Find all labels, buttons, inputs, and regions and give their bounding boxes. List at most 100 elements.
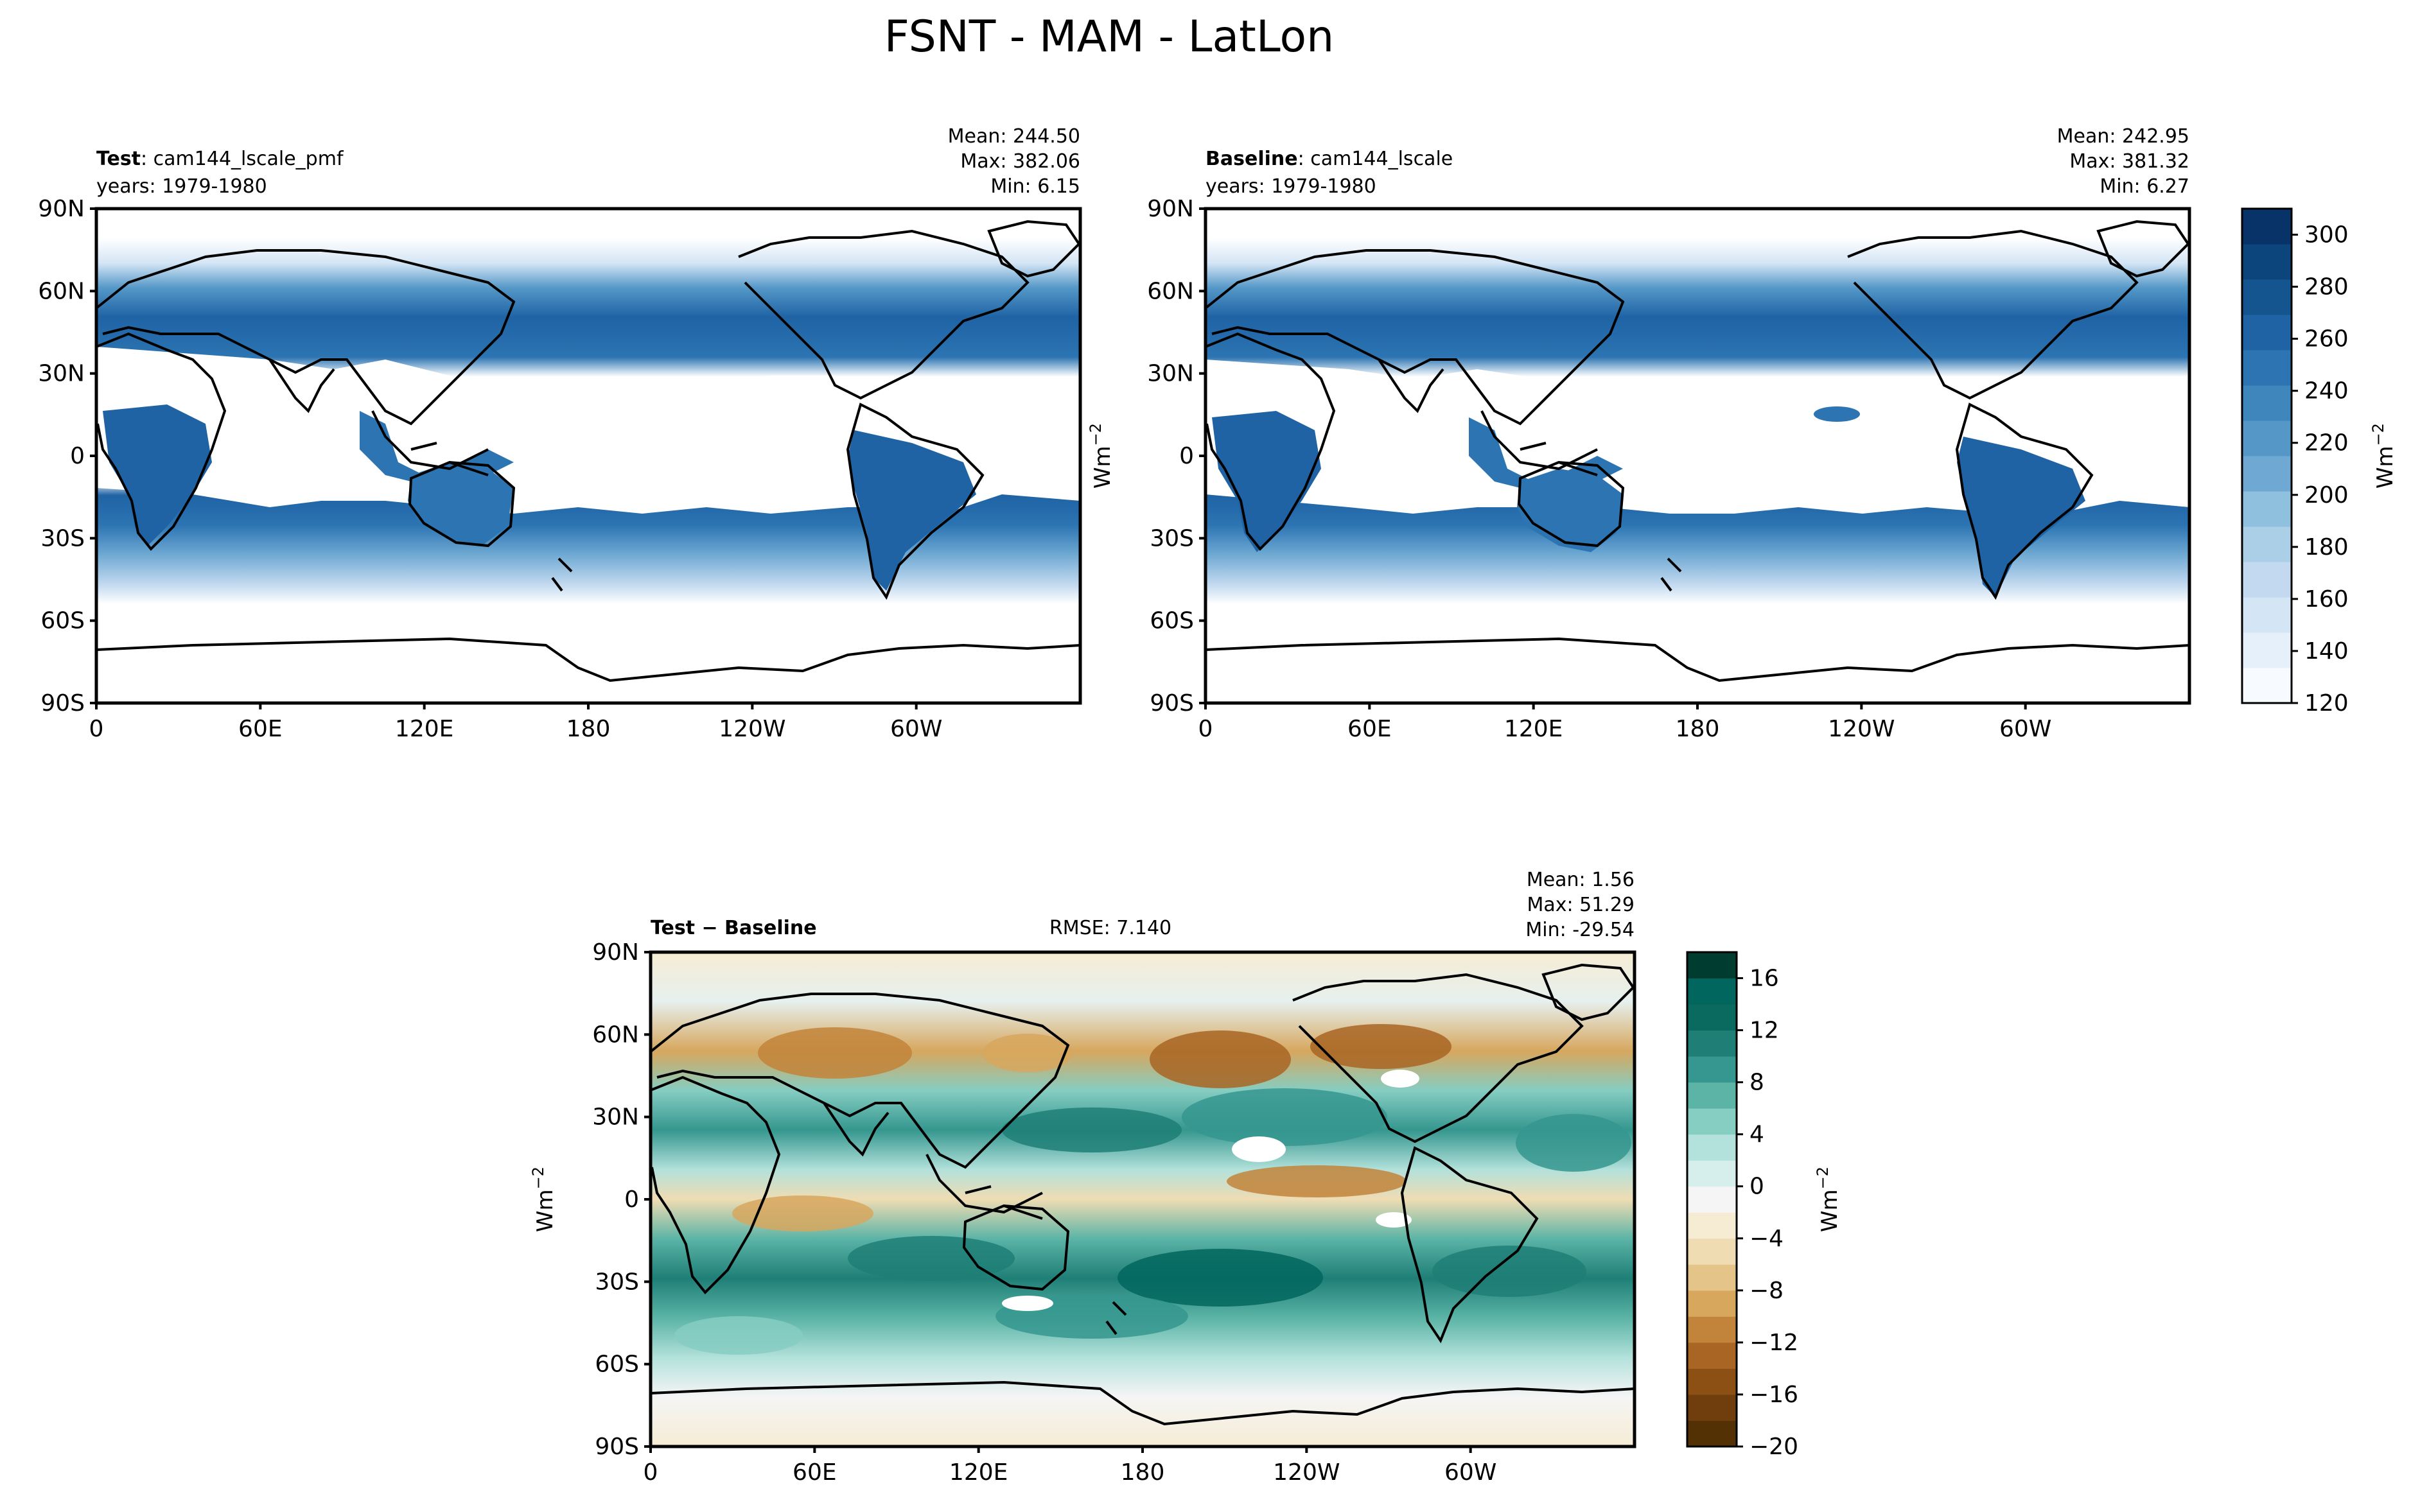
panel-test-min: Min: 6.15 bbox=[990, 175, 1080, 198]
panel-baseline-coast-australia bbox=[1517, 460, 1625, 548]
colorbar-main-tick-label-7: 160 bbox=[2304, 586, 2349, 613]
diff-blob-3 bbox=[1310, 1024, 1451, 1069]
colorbar-diff-segments bbox=[1687, 952, 1737, 1447]
colorbar-main-ticks: 300 280 260 240 220 200 180 160 140 120 bbox=[2292, 222, 2349, 717]
colorbar-diff-tick-label-7: −12 bbox=[1749, 1330, 1798, 1356]
baseline-lon-tick-label-1: 60E bbox=[1347, 716, 1392, 742]
colorbar-main: 300 280 260 240 220 200 180 160 140 120 Wm−2 bbox=[2241, 207, 2398, 717]
diff-white-3 bbox=[1002, 1296, 1053, 1311]
panel-baseline-coast-antarctica bbox=[1206, 637, 2189, 682]
panel-test-map bbox=[96, 209, 1080, 703]
diff-blob-14 bbox=[674, 1316, 803, 1355]
colorbar-diff-segment-18 bbox=[1687, 952, 1737, 979]
colorbar-main-segments bbox=[2242, 209, 2292, 704]
colorbar-diff-segment-8 bbox=[1687, 1212, 1737, 1239]
diff-blob-8 bbox=[732, 1195, 873, 1231]
side-label-top-right: Wm−2 bbox=[1087, 423, 1116, 489]
test-lat-tick-label-2: 30N bbox=[38, 361, 85, 387]
test-lat-tick-label-0: 90N bbox=[38, 196, 85, 222]
panel-baseline-land-seasia bbox=[1469, 417, 1623, 494]
colorbar-diff-tick-label-6: −8 bbox=[1749, 1278, 1784, 1304]
test-lon-tick-label-2: 120E bbox=[395, 716, 453, 742]
test-lat-tick-label-6: 90S bbox=[40, 690, 85, 717]
colorbar-diff-segment-11 bbox=[1687, 1134, 1737, 1161]
panel-diff-blobs bbox=[674, 1024, 1631, 1355]
colorbar-diff-tick-label-0: 16 bbox=[1749, 966, 1779, 992]
colorbar-diff-segment-17 bbox=[1687, 978, 1737, 1005]
panel-test-coast-eurasia bbox=[96, 249, 516, 426]
diff-blob-2 bbox=[1150, 1030, 1291, 1088]
test-lat-tick-label-1: 60N bbox=[38, 278, 85, 304]
colorbar-diff-tick-label-3: 4 bbox=[1749, 1122, 1764, 1148]
colorbar-diff-tick-label-8: −16 bbox=[1749, 1382, 1798, 1408]
panel-baseline-years: years: 1979-1980 bbox=[1206, 175, 1376, 198]
panel-baseline-mean: Mean: 242.95 bbox=[2057, 125, 2189, 148]
side-label-bottom-left: Wm−2 bbox=[529, 1167, 558, 1232]
colorbar-main-tick-label-2: 260 bbox=[2304, 326, 2349, 352]
colorbar-diff-segment-1 bbox=[1687, 1394, 1737, 1421]
colorbar-diff-segment-10 bbox=[1687, 1160, 1737, 1187]
colorbar-main-segment-9 bbox=[2242, 350, 2292, 386]
diff-blob-4 bbox=[983, 1034, 1073, 1072]
panel-baseline-coast-samerica bbox=[1955, 403, 2094, 600]
colorbar-main-segment-11 bbox=[2242, 279, 2292, 315]
diff-lat-tick-label-4: 30S bbox=[595, 1269, 639, 1295]
colorbar-diff-tick-label-4: 0 bbox=[1749, 1174, 1764, 1200]
panel-diff-coast-antarctica bbox=[651, 1380, 1635, 1426]
panel-diff-mean: Mean: 1.56 bbox=[1527, 869, 1635, 891]
colorbar-main-segment-10 bbox=[2242, 315, 2292, 351]
panel-test-land-samerica bbox=[848, 430, 976, 591]
colorbar-main-tick-label-5: 200 bbox=[2304, 482, 2349, 508]
panel-test-coast-australia bbox=[408, 460, 516, 548]
test-lon-tick-label-4: 120W bbox=[719, 716, 785, 742]
colorbar-diff-label-sup: −2 bbox=[1814, 1167, 1832, 1189]
colorbar-main-tick-label-6: 180 bbox=[2304, 534, 2349, 560]
colorbar-diff-segment-15 bbox=[1687, 1030, 1737, 1057]
panel-test-coast-namerica bbox=[738, 229, 1030, 400]
baseline-lon-tick-label-4: 120W bbox=[1828, 716, 1895, 742]
colorbar-main-tick-label-1: 280 bbox=[2304, 274, 2349, 300]
colorbar-diff: 16 12 8 4 0 −4 −8 −12 −16 −20 Wm−2 bbox=[1686, 951, 1843, 1460]
colorbar-main-segment-8 bbox=[2242, 385, 2292, 421]
colorbar-diff-ticks: 16 12 8 4 0 −4 −8 −12 −16 −20 bbox=[1737, 966, 1798, 1460]
diff-lon-tick-label-0: 0 bbox=[644, 1459, 658, 1486]
colorbar-main-label-base: Wm bbox=[2372, 446, 2398, 489]
colorbar-diff-tick-label-9: −20 bbox=[1749, 1434, 1798, 1460]
colorbar-diff-label-base: Wm bbox=[1817, 1189, 1843, 1232]
colorbar-diff-segment-6 bbox=[1687, 1264, 1737, 1291]
baseline-lat-tick-label-5: 60S bbox=[1150, 608, 1194, 634]
colorbar-main-tick-label-4: 220 bbox=[2304, 430, 2349, 456]
panel-diff-rmse: RMSE: 7.140 bbox=[1049, 917, 1171, 939]
panel-baseline-land-africa bbox=[1212, 411, 1321, 552]
panel-test-coastlines bbox=[96, 220, 1080, 682]
panel-test-coast-nz bbox=[551, 557, 573, 592]
diff-lat-tick-label-2: 30N bbox=[592, 1104, 639, 1131]
panel-baseline-tropics-gap bbox=[1206, 360, 2189, 514]
panel-diff: Test − Baseline RMSE: 7.140 Mean: 1.56 M… bbox=[649, 869, 1636, 1448]
diff-lon-tick-label-5: 60W bbox=[1444, 1459, 1496, 1486]
panel-test-label-rest: : cam144_lscale_pmf bbox=[141, 148, 344, 170]
panel-test-coast-samerica bbox=[846, 403, 985, 600]
panel-diff-coast-india bbox=[823, 1102, 890, 1157]
colorbar-main-segment-12 bbox=[2242, 244, 2292, 280]
panel-diff-coast-nz bbox=[1105, 1301, 1127, 1335]
baseline-lat-tick-label-3: 0 bbox=[1179, 443, 1194, 469]
colorbar-main-segment-3 bbox=[2242, 562, 2292, 598]
diff-blob-5 bbox=[1002, 1108, 1182, 1152]
panel-diff-max: Max: 51.29 bbox=[1527, 894, 1635, 916]
panel-baseline-coastlines bbox=[1206, 220, 2189, 682]
colorbar-diff-frame bbox=[1686, 951, 1738, 1448]
panel-diff-coast-greenland bbox=[1541, 963, 1635, 1021]
colorbar-diff-tick-label-5: −4 bbox=[1749, 1226, 1784, 1252]
panel-test-years: years: 1979-1980 bbox=[96, 175, 267, 198]
baseline-lon-tick-label-0: 0 bbox=[1198, 716, 1213, 742]
test-lon-tick-label-3: 180 bbox=[566, 716, 611, 742]
colorbar-main-segment-5 bbox=[2242, 491, 2292, 527]
colorbar-diff-tick-label-2: 8 bbox=[1749, 1070, 1764, 1096]
colorbar-main-segment-0 bbox=[2242, 668, 2292, 704]
colorbar-main-tick-label-3: 240 bbox=[2304, 378, 2349, 404]
test-lon-tick-label-1: 60E bbox=[238, 716, 283, 742]
diff-lon-tick-label-1: 60E bbox=[793, 1459, 837, 1486]
colorbar-diff-segment-4 bbox=[1687, 1316, 1737, 1343]
panel-baseline-coast-eurasia bbox=[1206, 249, 1625, 426]
